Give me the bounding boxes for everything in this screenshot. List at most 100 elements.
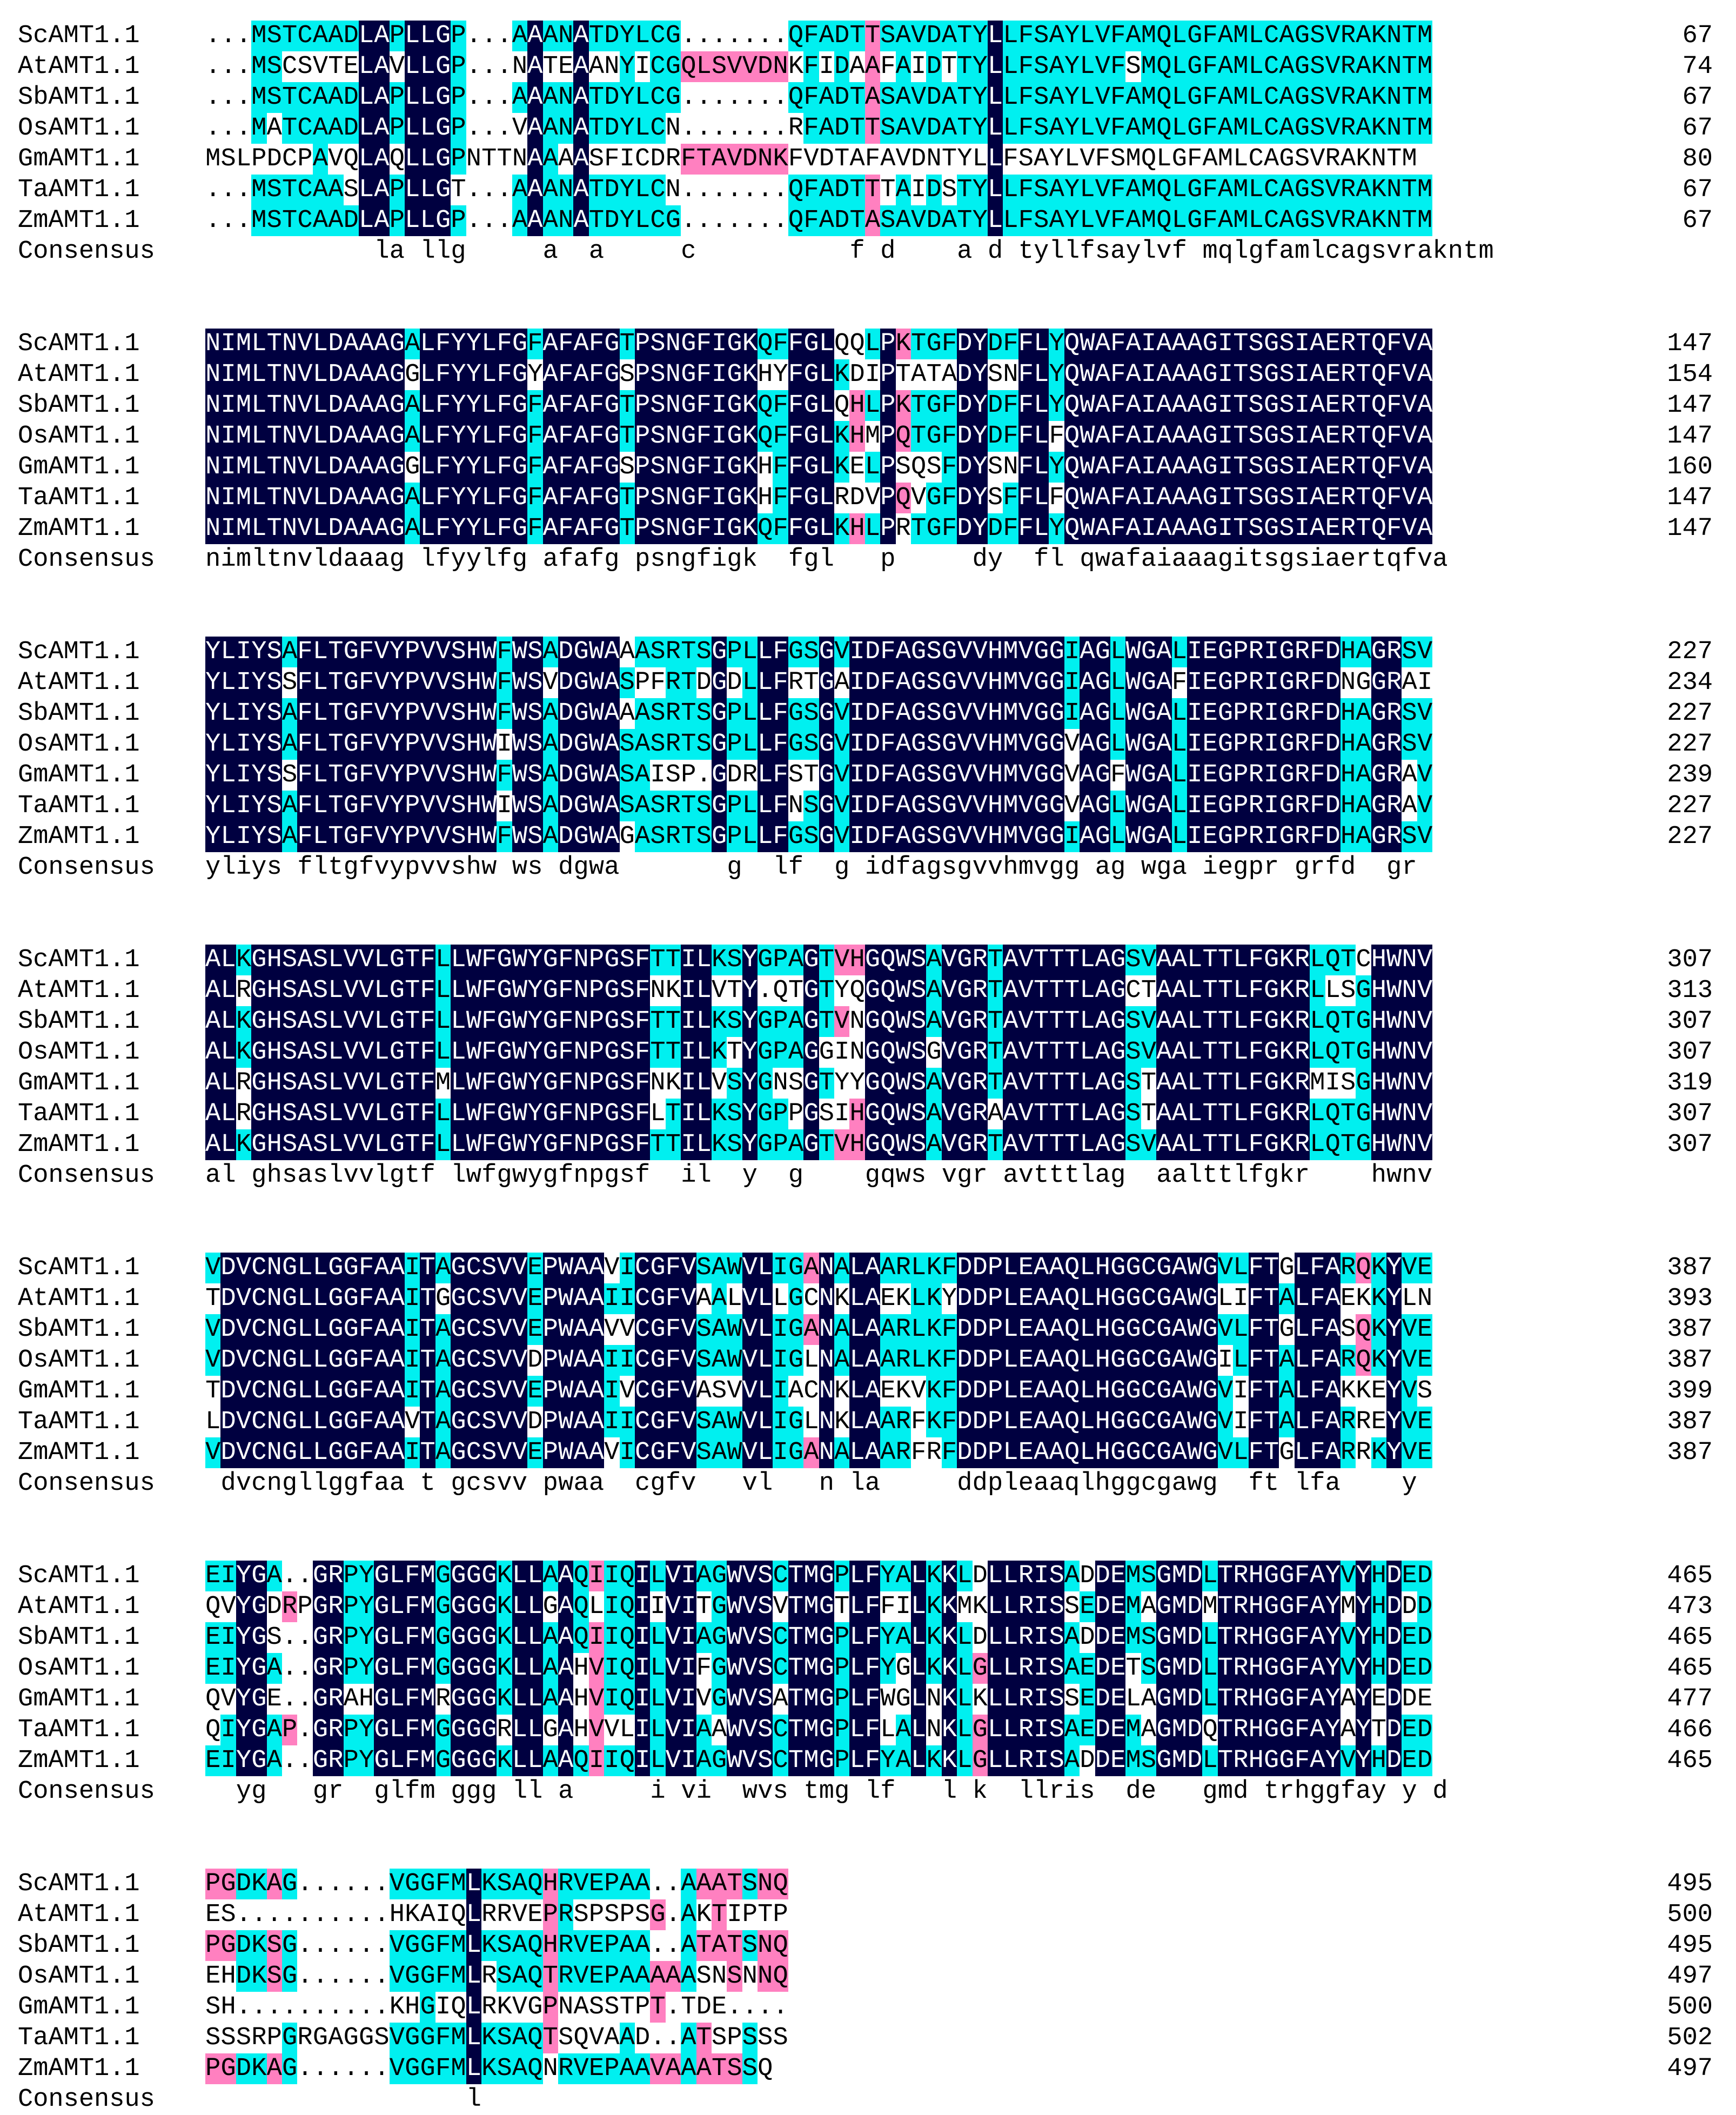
- residue-count: 465: [1667, 1562, 1713, 1590]
- consensus-residues: al ghsaslvvlgtf lwfgwygfnpgsf il y g gqw…: [205, 1161, 1433, 1190]
- sequence-residues: VDVCNGLLGGFAAITAGCSVVEPWAAVVCGFVSAWVLIGA…: [205, 1314, 1433, 1345]
- sequence-name: OsAMT1.1: [18, 730, 140, 759]
- sequence-residues: ALKGHSASLVVLGTFLLWFGWYGFNPGSFTTILKSYGPAG…: [205, 1129, 1433, 1160]
- sequence-name: OsAMT1.1: [18, 1654, 140, 1683]
- sequence-name: OsAMT1.1: [18, 1962, 140, 1991]
- sequence-residues: VDVCNGLLGGFAAITAGCSVVEPWAAVICGFVSAWVLIGA…: [205, 1253, 1433, 1283]
- sequence-name: AtAMT1.1: [18, 1592, 140, 1621]
- sequence-name: ScAMT1.1: [18, 1562, 140, 1590]
- residue-count: 67: [1682, 22, 1713, 50]
- sequence-name: AtAMT1.1: [18, 360, 140, 389]
- sequence-residues: PGDKSG......VGGFMLKSAQHRVEPAA..ATATSNQ: [205, 1930, 788, 1961]
- residue-count: 495: [1667, 1931, 1713, 1960]
- sequence-residues: NIMLTNVLDAAAGALFYYLFGFAFAFGTPSNGFIGKQFFG…: [205, 421, 1433, 452]
- sequence-name: AtAMT1.1: [18, 1284, 140, 1313]
- sequence-name: AtAMT1.1: [18, 52, 140, 81]
- sequence-residues: QVYGDRPGRPYGLFMGGGGKLLGAQLIQIIVITGWVSVTM…: [205, 1591, 1433, 1622]
- sequence-residues: QIYGAP.GRPYGLFMGGGGRLLGAHVVLILVIAAWVSCTM…: [205, 1715, 1433, 1745]
- residue-count: 500: [1667, 1993, 1713, 2022]
- sequence-residues: ALRGHSASLVVLGTFLLWFGWYGFNPGSFNKILVTY.QTG…: [205, 975, 1433, 1006]
- sequence-residues: ALKGHSASLVVLGTFLLWFGWYGFNPGSFTTILKSYGPAG…: [205, 1006, 1433, 1037]
- sequence-name: TaAMT1.1: [18, 1100, 140, 1128]
- consensus-residues: nimltnvldaaag lfyylfg afafg psngfigk fgl…: [205, 545, 1448, 574]
- sequence-alignment: ScAMT1.1 ...MSTCAADLAPLLGP...AAANATDYLCG.…: [18, 21, 1713, 2114]
- sequence-name: GmAMT1.1: [18, 453, 140, 481]
- residue-count: 80: [1682, 145, 1713, 173]
- residue-count: 307: [1667, 1100, 1713, 1128]
- consensus-label: Consensus: [18, 1161, 155, 1190]
- residue-count: 67: [1682, 114, 1713, 143]
- sequence-name: ScAMT1.1: [18, 1870, 140, 1898]
- sequence-residues: NIMLTNVLDAAAGALFYYLFGFAFAFGTPSNGFIGKQFFG…: [205, 513, 1433, 544]
- sequence-residues: VDVCNGLLGGFAAITAGCSVVDPWAAIICGFVSAWVLIGL…: [205, 1345, 1433, 1376]
- residue-count: 387: [1667, 1346, 1713, 1375]
- sequence-name: TaAMT1.1: [18, 1408, 140, 1436]
- residue-count: 387: [1667, 1438, 1713, 1467]
- residue-count: 477: [1667, 1685, 1713, 1714]
- sequence-residues: ...MSCSVTELAVLLGP...NATEAANYICGQLSVVDNKF…: [205, 51, 1433, 82]
- sequence-name: GmAMT1.1: [18, 1069, 140, 1097]
- residue-count: 227: [1667, 792, 1713, 820]
- sequence-residues: ...MATCAADLAPLLGP...VAANATDYLCN.......RF…: [205, 113, 1433, 144]
- sequence-name: AtAMT1.1: [18, 976, 140, 1005]
- residue-count: 497: [1667, 1962, 1713, 1991]
- sequence-name: SbAMT1.1: [18, 1623, 140, 1652]
- sequence-residues: ALKGHSASLVVLGTFLLWFGWYGFNPGSFTTILKSYGPAG…: [205, 945, 1433, 975]
- consensus-residues: la llg a a c f d a d tyllfsaylvf mqlgfam…: [374, 237, 1494, 266]
- residue-count: 227: [1667, 822, 1713, 851]
- residue-count: 74: [1682, 52, 1713, 81]
- sequence-name: ZmAMT1.1: [18, 822, 140, 851]
- sequence-name: TaAMT1.1: [18, 792, 140, 820]
- sequence-residues: ALKGHSASLVVLGTFLLWFGWYGFNPGSFTTILKTYGPAG…: [205, 1037, 1433, 1068]
- sequence-name: ScAMT1.1: [18, 638, 140, 666]
- sequence-name: SbAMT1.1: [18, 83, 140, 112]
- sequence-name: ZmAMT1.1: [18, 1438, 140, 1467]
- sequence-residues: VDVCNGLLGGFAAITAGCSVVEPWAAVICGFVSAWVLIGA…: [205, 1437, 1433, 1468]
- sequence-residues: YLIYSAFLTGFVYPVVSHWIWSADGWASASRTSGPLLFNS…: [205, 791, 1433, 821]
- sequence-residues: ALRGHSASLVVLGTFMLWFGWYGFNPGSFNKILVSYGNSG…: [205, 1068, 1433, 1099]
- sequence-residues: YLIYSSFLTGFVYPVVSHWFWSVDGWASPFRTDGDLLFRT…: [205, 667, 1433, 698]
- sequence-residues: PGDKAG......VGGFMLKSAQHRVEPAA..AAATSNQ: [205, 1869, 788, 1899]
- sequence-name: AtAMT1.1: [18, 668, 140, 697]
- residue-count: 500: [1667, 1900, 1713, 1929]
- residue-count: 313: [1667, 976, 1713, 1005]
- sequence-residues: SSSRPGRGAGGSVGGFMLKSAQTSQVAAD..ATSPSSS: [205, 2023, 788, 2053]
- sequence-name: OsAMT1.1: [18, 1346, 140, 1375]
- residue-count: 387: [1667, 1315, 1713, 1344]
- sequence-residues: ALRGHSASLVVLGTFLLWFGWYGFNPGSFLTILKSYGPPG…: [205, 1099, 1433, 1129]
- residue-count: 154: [1667, 360, 1713, 389]
- sequence-residues: SH..........KHGIQLRKVGPNASSTPT.TDE....: [205, 1992, 788, 2023]
- sequence-name: SbAMT1.1: [18, 1315, 140, 1344]
- sequence-name: ScAMT1.1: [18, 946, 140, 974]
- sequence-residues: YLIYSAFLTGFVYPVVSHWIWSADGWASASRTSGPLLFGS…: [205, 729, 1433, 760]
- sequence-residues: EIYGS..GRPYGLFMGGGGKLLAAQIIQILVIAGWVSCTM…: [205, 1622, 1433, 1653]
- residue-count: 466: [1667, 1716, 1713, 1744]
- residue-count: 465: [1667, 1654, 1713, 1683]
- sequence-residues: YLIYSAFLTGFVYPVVSHWFWSADGWAGASRTSGPLLFGS…: [205, 821, 1433, 852]
- consensus-label: Consensus: [18, 1777, 155, 1806]
- consensus-label: Consensus: [18, 2085, 155, 2114]
- sequence-residues: TDVCNGLLGGFAAITGGCSVVEPWAAIICGFVAALVLLGC…: [205, 1283, 1433, 1314]
- sequence-name: ZmAMT1.1: [18, 2054, 140, 2083]
- consensus-residues: dvcngllggfaa t gcsvv pwaa cgfv vl n la d…: [220, 1469, 1417, 1498]
- sequence-name: SbAMT1.1: [18, 1931, 140, 1960]
- sequence-name: ScAMT1.1: [18, 1254, 140, 1282]
- sequence-name: GmAMT1.1: [18, 761, 140, 789]
- residue-count: 319: [1667, 1069, 1713, 1097]
- sequence-name: OsAMT1.1: [18, 1038, 140, 1067]
- sequence-residues: NIMLTNVLDAAAGGLFYYLFGYAFAFGSPSNGFIGKHYFG…: [205, 359, 1433, 390]
- residue-count: 307: [1667, 1038, 1713, 1067]
- residue-count: 307: [1667, 946, 1713, 974]
- consensus-residues: l: [466, 2085, 481, 2114]
- residue-count: 147: [1667, 484, 1713, 512]
- sequence-residues: MSLPDCPAVQLAQLLGPNTTNAAAASFICDRFTAVDNKFV…: [205, 144, 1417, 175]
- sequence-residues: ...MSTCAADLAPLLGP...AAANATDYLCG.......QF…: [205, 21, 1433, 51]
- sequence-name: ScAMT1.1: [18, 330, 140, 358]
- sequence-name: TaAMT1.1: [18, 176, 140, 204]
- sequence-name: ZmAMT1.1: [18, 1746, 140, 1775]
- sequence-name: TaAMT1.1: [18, 1716, 140, 1744]
- sequence-residues: YLIYSAFLTGFVYPVVSHWFWSADGWAAASRTSGPLLFGS…: [205, 637, 1433, 667]
- sequence-residues: EHDKSG......VGGFMLRSAQTRVEPAAAAASNSNNQ: [205, 1961, 788, 1992]
- sequence-name: OsAMT1.1: [18, 114, 140, 143]
- residue-count: 465: [1667, 1623, 1713, 1652]
